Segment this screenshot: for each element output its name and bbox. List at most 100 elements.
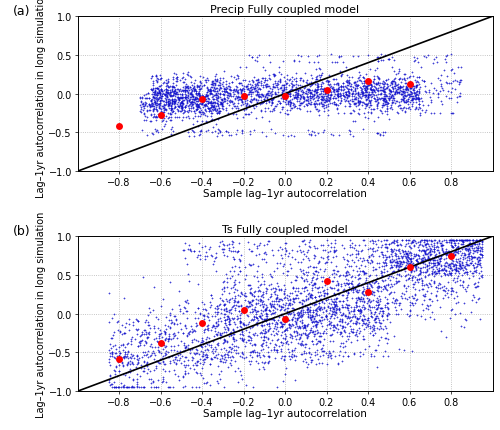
Point <box>168 352 176 359</box>
Point <box>226 245 234 252</box>
Point <box>195 132 203 139</box>
Point <box>268 97 276 104</box>
Point <box>388 92 396 99</box>
Point <box>310 101 318 108</box>
Point <box>348 240 356 247</box>
Point <box>226 296 234 303</box>
Point <box>300 322 308 329</box>
Point <box>234 313 241 320</box>
Point <box>258 270 266 277</box>
Point <box>395 90 403 97</box>
Point <box>312 301 320 308</box>
Point <box>408 97 416 104</box>
Point <box>149 89 157 96</box>
Point <box>388 64 396 71</box>
Point <box>258 319 266 326</box>
Point <box>359 74 367 81</box>
Point <box>362 94 370 101</box>
Point <box>320 105 328 112</box>
Point <box>376 90 384 97</box>
Point <box>328 313 336 319</box>
Point <box>352 329 360 336</box>
Point <box>148 350 156 357</box>
Point <box>232 342 239 349</box>
Point <box>214 309 222 316</box>
Point <box>333 106 341 113</box>
Point <box>388 98 396 104</box>
Point <box>240 332 248 338</box>
Point <box>391 80 399 87</box>
Point <box>207 292 215 299</box>
Point <box>397 79 405 86</box>
Point <box>410 253 418 260</box>
Point <box>426 245 434 252</box>
Point <box>164 338 172 345</box>
Point <box>254 92 262 98</box>
Point <box>130 376 138 383</box>
Point <box>408 90 416 97</box>
Point <box>463 243 471 249</box>
Point <box>298 341 306 347</box>
Point <box>362 275 370 282</box>
Point <box>351 286 359 293</box>
Point <box>316 332 324 339</box>
Point <box>142 351 150 358</box>
Point <box>360 306 368 313</box>
Point <box>148 104 156 111</box>
Point <box>374 130 382 137</box>
Point <box>358 312 366 319</box>
Point <box>261 330 269 337</box>
Point <box>276 298 283 304</box>
Point <box>336 272 344 279</box>
Point <box>243 86 251 93</box>
Point <box>228 295 236 301</box>
Point <box>222 329 230 336</box>
Point <box>197 95 205 102</box>
Point <box>418 259 426 266</box>
Point <box>324 304 332 311</box>
Point <box>202 249 210 255</box>
Point <box>246 78 254 85</box>
Point <box>325 350 333 357</box>
Point <box>412 96 420 103</box>
Point <box>310 253 318 260</box>
Point <box>190 129 198 136</box>
Point <box>377 51 385 58</box>
Point <box>364 298 372 304</box>
Point <box>213 95 221 102</box>
Point <box>284 320 292 327</box>
Point <box>224 313 232 319</box>
Point <box>314 260 322 267</box>
Point <box>352 298 360 305</box>
Point <box>267 95 275 102</box>
Point <box>433 240 441 247</box>
Point <box>305 80 313 87</box>
Point <box>261 93 269 100</box>
Point <box>201 112 209 119</box>
Point <box>207 104 215 111</box>
Point <box>213 85 221 92</box>
Point <box>432 255 440 261</box>
Point <box>473 241 481 248</box>
Point <box>278 270 286 276</box>
Point <box>450 77 458 84</box>
Point <box>362 89 370 96</box>
Point <box>279 335 287 341</box>
Point <box>322 326 330 333</box>
Point <box>252 295 260 302</box>
Point <box>320 290 328 297</box>
Point <box>237 289 245 296</box>
Point <box>192 362 200 369</box>
Point <box>298 297 306 304</box>
Point <box>115 362 123 369</box>
Point <box>302 323 310 330</box>
Point <box>266 339 274 346</box>
Point <box>242 307 250 314</box>
Point <box>222 89 230 96</box>
Point <box>202 96 209 103</box>
Point <box>340 280 348 287</box>
Point <box>296 313 304 320</box>
Point <box>290 296 298 303</box>
Point <box>475 237 483 244</box>
Point <box>327 259 335 266</box>
